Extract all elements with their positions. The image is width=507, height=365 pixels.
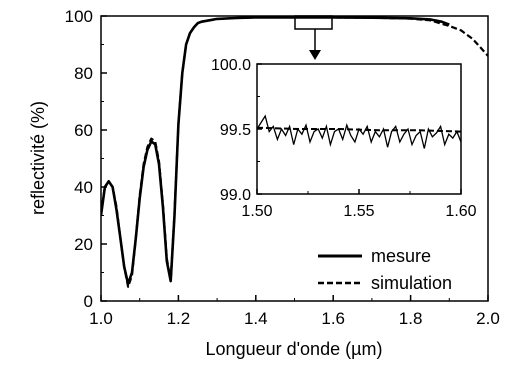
y-tick-label: 20 <box>74 235 93 254</box>
y-tick-label: 40 <box>74 178 93 197</box>
y-axis-label: reflectivité (%) <box>28 101 48 215</box>
x-tick-label: 2.0 <box>476 309 500 328</box>
inset-series-simulation <box>257 126 461 133</box>
zoom-arrow-head <box>309 50 321 60</box>
x-axis-label: Longueur d'onde (µm) <box>206 339 383 359</box>
x-tick-label: 1.8 <box>399 309 423 328</box>
y-tick-label: 0 <box>84 292 93 311</box>
inset-x-tick-label: 1.50 <box>241 203 272 220</box>
y-tick-label: 60 <box>74 121 93 140</box>
zoom-region-box <box>294 15 333 30</box>
x-tick-label: 1.0 <box>89 309 113 328</box>
inset-y-tick-label: 99.5 <box>220 122 251 139</box>
legend-simulation-label: simulation <box>371 273 452 293</box>
y-tick-label: 100 <box>65 7 93 26</box>
inset-y-tick-label: 99.0 <box>220 187 251 204</box>
y-tick-label: 80 <box>74 64 93 83</box>
inset-y-tick-label: 100.0 <box>211 57 251 74</box>
x-tick-label: 1.2 <box>167 309 191 328</box>
series-mesure <box>101 16 450 286</box>
x-tick-label: 1.4 <box>244 309 268 328</box>
inset-x-tick-label: 1.55 <box>343 203 374 220</box>
inset-x-tick-label: 1.60 <box>445 203 476 220</box>
legend-mesure-label: mesure <box>371 246 431 266</box>
x-tick-label: 1.6 <box>321 309 345 328</box>
